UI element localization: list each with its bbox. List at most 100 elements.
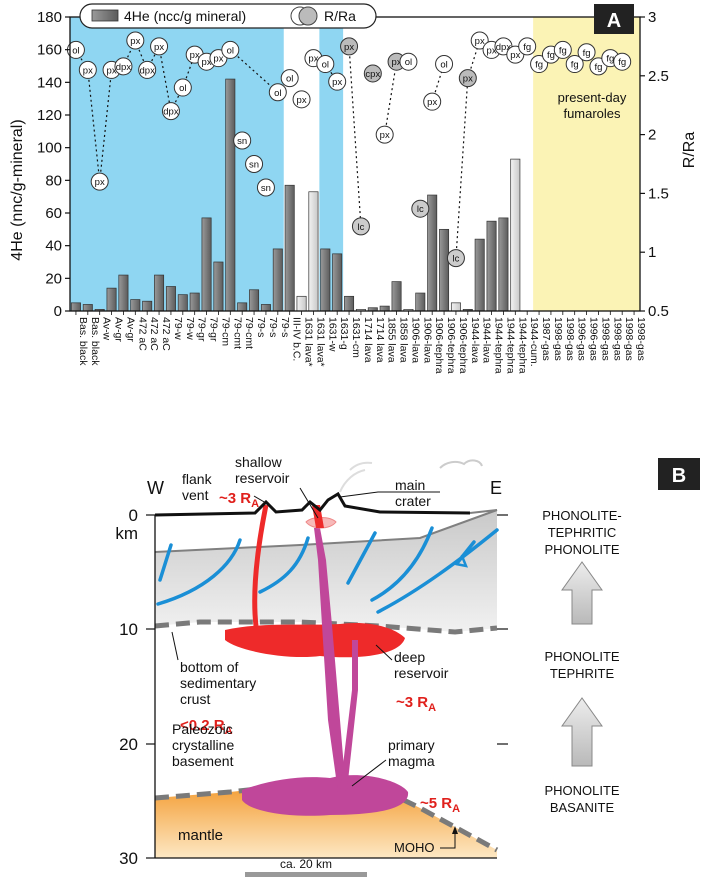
ratio-marker-label: fg — [523, 42, 531, 53]
ratio-marker-circle — [518, 37, 537, 56]
left-axis-label: 4He (nnc/g-mineral) — [9, 119, 26, 260]
crater-leader — [339, 491, 440, 498]
rock-arrow-up-icon-2 — [561, 697, 603, 767]
ratio-connector-14 — [324, 63, 338, 83]
ratio-point-34: px — [470, 31, 489, 50]
ratio-marker-circle — [553, 40, 572, 59]
rock-bot-2: BASANITE — [550, 800, 615, 815]
ratio-point-38: fg — [518, 37, 537, 56]
mantle-ratio: ~5 RA — [420, 795, 460, 815]
x-tick-label-4: Av-gr — [124, 317, 136, 342]
flank-conduit — [252, 504, 269, 627]
ratio-marker-circle — [577, 43, 596, 62]
x-tick-label-11: 79-gr — [208, 317, 220, 342]
ratio-marker-label: fg — [547, 50, 555, 61]
fumarole-plume — [339, 461, 373, 493]
ratio-point-26: px — [375, 125, 394, 144]
x-tick-label-20: 1631 lava* — [314, 317, 326, 367]
ratio-point-17: ol — [268, 83, 287, 102]
ratio-connector-2 — [99, 69, 113, 182]
rock-mid-2: TEPHRITE — [550, 666, 615, 681]
ratio-point-28: ol — [399, 52, 418, 71]
x-tick-label-16: 79-s — [267, 317, 279, 337]
he-bar-9 — [177, 294, 188, 312]
x-tick-label-7: 472 aC — [160, 317, 172, 351]
ratio-marker-label: fg — [571, 60, 579, 71]
ratio-point-5: px — [126, 31, 145, 50]
bottom-sed-label-3: crust — [180, 691, 210, 707]
he-bar-20 — [308, 191, 319, 312]
x-tick-label-5: 472 aC — [136, 317, 148, 351]
ratio-point-41: fg — [553, 40, 572, 59]
ratio-marker-label: dpx — [163, 107, 179, 118]
ratio-connector-18 — [455, 78, 469, 259]
ratio-marker-circle — [233, 131, 252, 150]
he-bar-11 — [201, 217, 212, 312]
rock-arrow-up-icon — [561, 561, 603, 625]
primary-magma-body — [242, 775, 409, 816]
ratio-point-39: fg — [530, 55, 549, 74]
rock-top-1: PHONOLITE- — [542, 508, 621, 523]
x-tick-label-27: 1858 lava — [398, 317, 410, 363]
x-tick-label-19: 1631 lava* — [303, 317, 315, 367]
he-bar-14 — [237, 302, 248, 312]
he-bar-3 — [106, 287, 117, 312]
x-tick-label-9: 79-w — [184, 317, 196, 340]
he-bar-30 — [427, 194, 438, 312]
depth-label-30: 30 — [119, 849, 138, 868]
x-tick-label-15: 79-s — [255, 317, 267, 337]
shallow-reservoir-label: shallow — [235, 454, 283, 470]
ratio-point-18: ol — [280, 69, 299, 88]
ratio-marker-label: px — [427, 97, 437, 108]
he-bar-16 — [260, 304, 271, 312]
rock-top-2: TEPHRITIC — [548, 525, 617, 540]
ratio-marker-label: ol — [274, 88, 281, 99]
panel-b-badge-label: B — [672, 465, 686, 487]
panel-b-badge — [658, 458, 700, 490]
left-tick-label-8: 160 — [37, 42, 62, 59]
x-tick-label-26: 1855 lava — [386, 317, 398, 363]
deep-leader — [375, 644, 393, 661]
ratio-point-31: ol — [435, 55, 454, 74]
ratio-marker-label: px — [190, 50, 200, 61]
ratio-marker-circle — [613, 52, 632, 71]
ratio-point-22: px — [328, 72, 347, 91]
he-bar-6 — [142, 300, 153, 312]
ratio-marker-circle — [340, 37, 359, 56]
ratio-point-8: dpx — [161, 102, 180, 121]
ratio-point-32: lc — [446, 249, 465, 268]
paleozoic-label-2: crystalline — [172, 737, 234, 753]
ratio-marker-label: px — [213, 54, 223, 65]
x-tick-label-21: 1631-w — [326, 317, 338, 352]
left-tick-label-2: 40 — [45, 238, 62, 255]
ratio-point-33: px — [458, 69, 477, 88]
left-tick-label-3: 60 — [45, 205, 62, 222]
x-tick-label-12: 79-cm — [219, 317, 231, 346]
legend: 4He (ncc/g mineral) R/Ra — [79, 3, 377, 29]
ratio-connector-0 — [75, 49, 89, 71]
depth-unit: km — [115, 524, 138, 543]
bottom-leader — [171, 631, 179, 661]
mantle-layer — [155, 782, 497, 858]
he-bar-15 — [249, 289, 260, 312]
he-bar-0 — [70, 302, 81, 312]
fumaroles-zone-label-2: fumaroles — [563, 106, 621, 121]
flank-ratio: ~3 RA — [219, 490, 259, 510]
flank-leader — [253, 495, 267, 504]
ratio-marker-circle — [375, 125, 394, 144]
he-bar-5 — [130, 299, 141, 312]
x-tick-label-36: 1944-tephra — [504, 317, 516, 374]
ratio-marker-circle — [423, 92, 442, 111]
flank-vent-label-2: vent — [182, 487, 209, 503]
ratio-marker-label: px — [308, 54, 318, 65]
legend-he-label: 4He (ncc/g mineral) — [124, 8, 246, 24]
x-tick-label-42: 1996-gas — [576, 317, 588, 361]
ratio-point-29: lc — [411, 199, 430, 218]
ratio-marker-circle — [150, 37, 169, 56]
ratio-marker-label: px — [107, 65, 117, 76]
shallow-reservoir-label-2: reservoir — [235, 470, 290, 486]
rock-top-3: PHONOLITE — [544, 542, 619, 557]
